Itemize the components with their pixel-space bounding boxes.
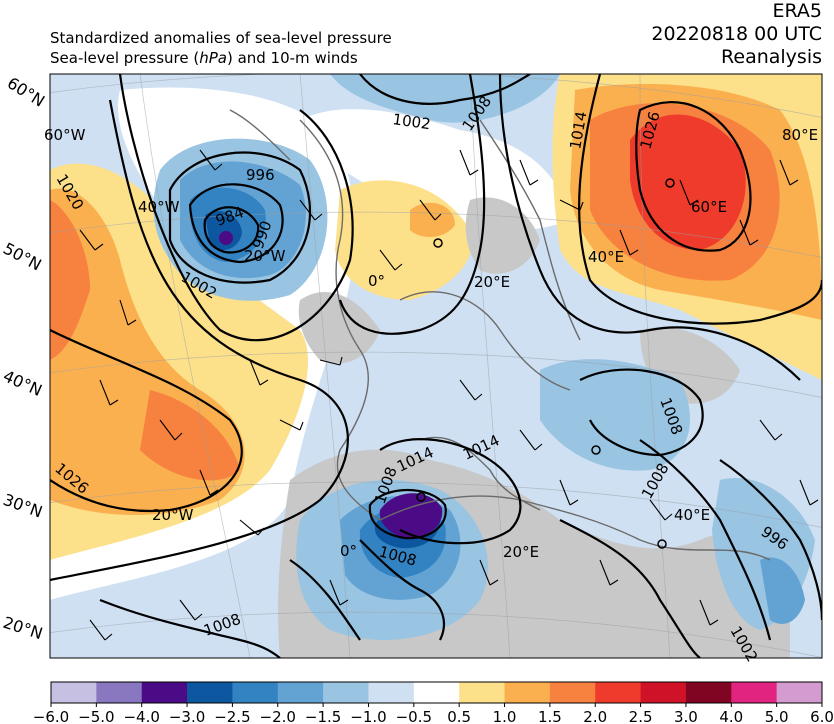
lon-label-60e-top: 60°E	[691, 198, 727, 216]
colorbar-cell	[459, 682, 506, 703]
anomaly-low-east-3	[760, 557, 805, 624]
anomaly-pos-europe-2	[410, 202, 455, 237]
colorbar-tick-label: 5.0	[765, 708, 789, 724]
lon-label-20e-top: 20°E	[474, 273, 510, 291]
colorbar-cell	[96, 682, 143, 703]
colorbar-cell	[776, 682, 823, 703]
colorbar-cell	[731, 682, 778, 703]
colorbar-tick-label: 1.0	[493, 708, 517, 724]
isobar-label: 996	[246, 166, 275, 184]
colorbar-cell	[232, 682, 279, 703]
colorbar-tick-label: −3.0	[169, 708, 205, 724]
colorbar-tick-label: 0.5	[447, 708, 471, 724]
colorbar-tick-label: 6.0	[810, 708, 834, 724]
colorbar-tick-label: 2.5	[629, 708, 653, 724]
low-center-atlantic	[219, 231, 233, 245]
valid-time: 20220818 00 UTC	[651, 23, 822, 45]
lat-label-50n: 50°N	[0, 239, 45, 275]
model-name: ERA5	[772, 0, 822, 22]
colorbar-cell	[549, 682, 596, 703]
colorbar-tick-label: 2.0	[583, 708, 607, 724]
anomaly-pos-east-4	[630, 114, 746, 251]
product-type: Reanalysis	[721, 46, 822, 68]
colorbar-tick-label: 3.0	[674, 708, 698, 724]
lon-label-20w-top: 20°W	[244, 247, 286, 265]
anomaly-low-east	[540, 359, 690, 471]
colorbar-cell	[368, 682, 415, 703]
lat-label-20n: 20°N	[1, 613, 45, 644]
anomaly-pos-west-4	[140, 390, 240, 481]
isobar-label: 1002	[391, 110, 431, 133]
colorbar-cell	[685, 682, 732, 703]
lon-label-0-bottom: 0°	[340, 542, 357, 560]
colorbar-cell	[413, 682, 460, 703]
colorbar-cell	[595, 682, 642, 703]
map-subtitle: Standardized anomalies of sea-level pres…	[50, 28, 392, 68]
anomaly-pos-west-3	[50, 200, 90, 360]
colorbar-tick-label: −2.0	[260, 708, 296, 724]
colorbar-tick-label: 1.5	[538, 708, 562, 724]
lon-label-60w-top: 60°W	[44, 126, 86, 144]
lat-label-60n: 60°N	[4, 73, 48, 110]
colorbar-cell	[51, 682, 97, 703]
colorbar-tick-label: −4.0	[123, 708, 159, 724]
anomaly-low-atlantic-4	[205, 211, 242, 251]
colorbar-tick-label: −6.0	[33, 708, 69, 724]
lon-label-0-top: 0°	[368, 272, 385, 290]
colorbar-cell	[141, 682, 188, 703]
lat-label-40n: 40°N	[0, 366, 45, 400]
lat-label-30n: 30°N	[1, 490, 45, 522]
title-line-1: Standardized anomalies of sea-level pres…	[50, 29, 392, 47]
colorbar-cell	[640, 682, 687, 703]
colorbar-cell	[187, 682, 233, 703]
colorbar-cell	[504, 682, 551, 703]
lon-label-20e-bottom: 20°E	[503, 543, 539, 561]
colorbar-tick-label: −1.0	[350, 708, 386, 724]
lon-label-80e-top: 80°E	[782, 126, 818, 144]
colorbar-cell	[323, 682, 369, 703]
colorbar-cell	[277, 682, 324, 703]
colorbar-tick-label: −2.5	[214, 708, 250, 724]
colorbar-tick-label: −5.0	[78, 708, 114, 724]
colorbar-tick-label: −1.5	[305, 708, 341, 724]
colorbar-tick-label: 4.0	[719, 708, 743, 724]
title-line-2: Sea-level pressure (hPa) and 10-m winds	[50, 49, 358, 67]
map-info: ERA5 20220818 00 UTC Reanalysis	[651, 0, 822, 69]
lon-label-40e-top: 40°E	[588, 248, 624, 266]
anomaly-north-white	[300, 109, 570, 231]
lon-label-40w-top: 40°W	[138, 198, 180, 216]
colorbar: −6.0 −5.0 −4.0 −3.0 −2.5 −2.0 −1.5 −1.0 −0.5 0.5 1…	[33, 681, 834, 724]
colorbar-tick-label: −0.5	[396, 708, 432, 724]
anomaly-low-med-5	[379, 493, 443, 538]
lon-label-40e-bottom: 40°E	[674, 506, 710, 524]
lon-label-20w-bottom: 20°W	[152, 506, 194, 524]
